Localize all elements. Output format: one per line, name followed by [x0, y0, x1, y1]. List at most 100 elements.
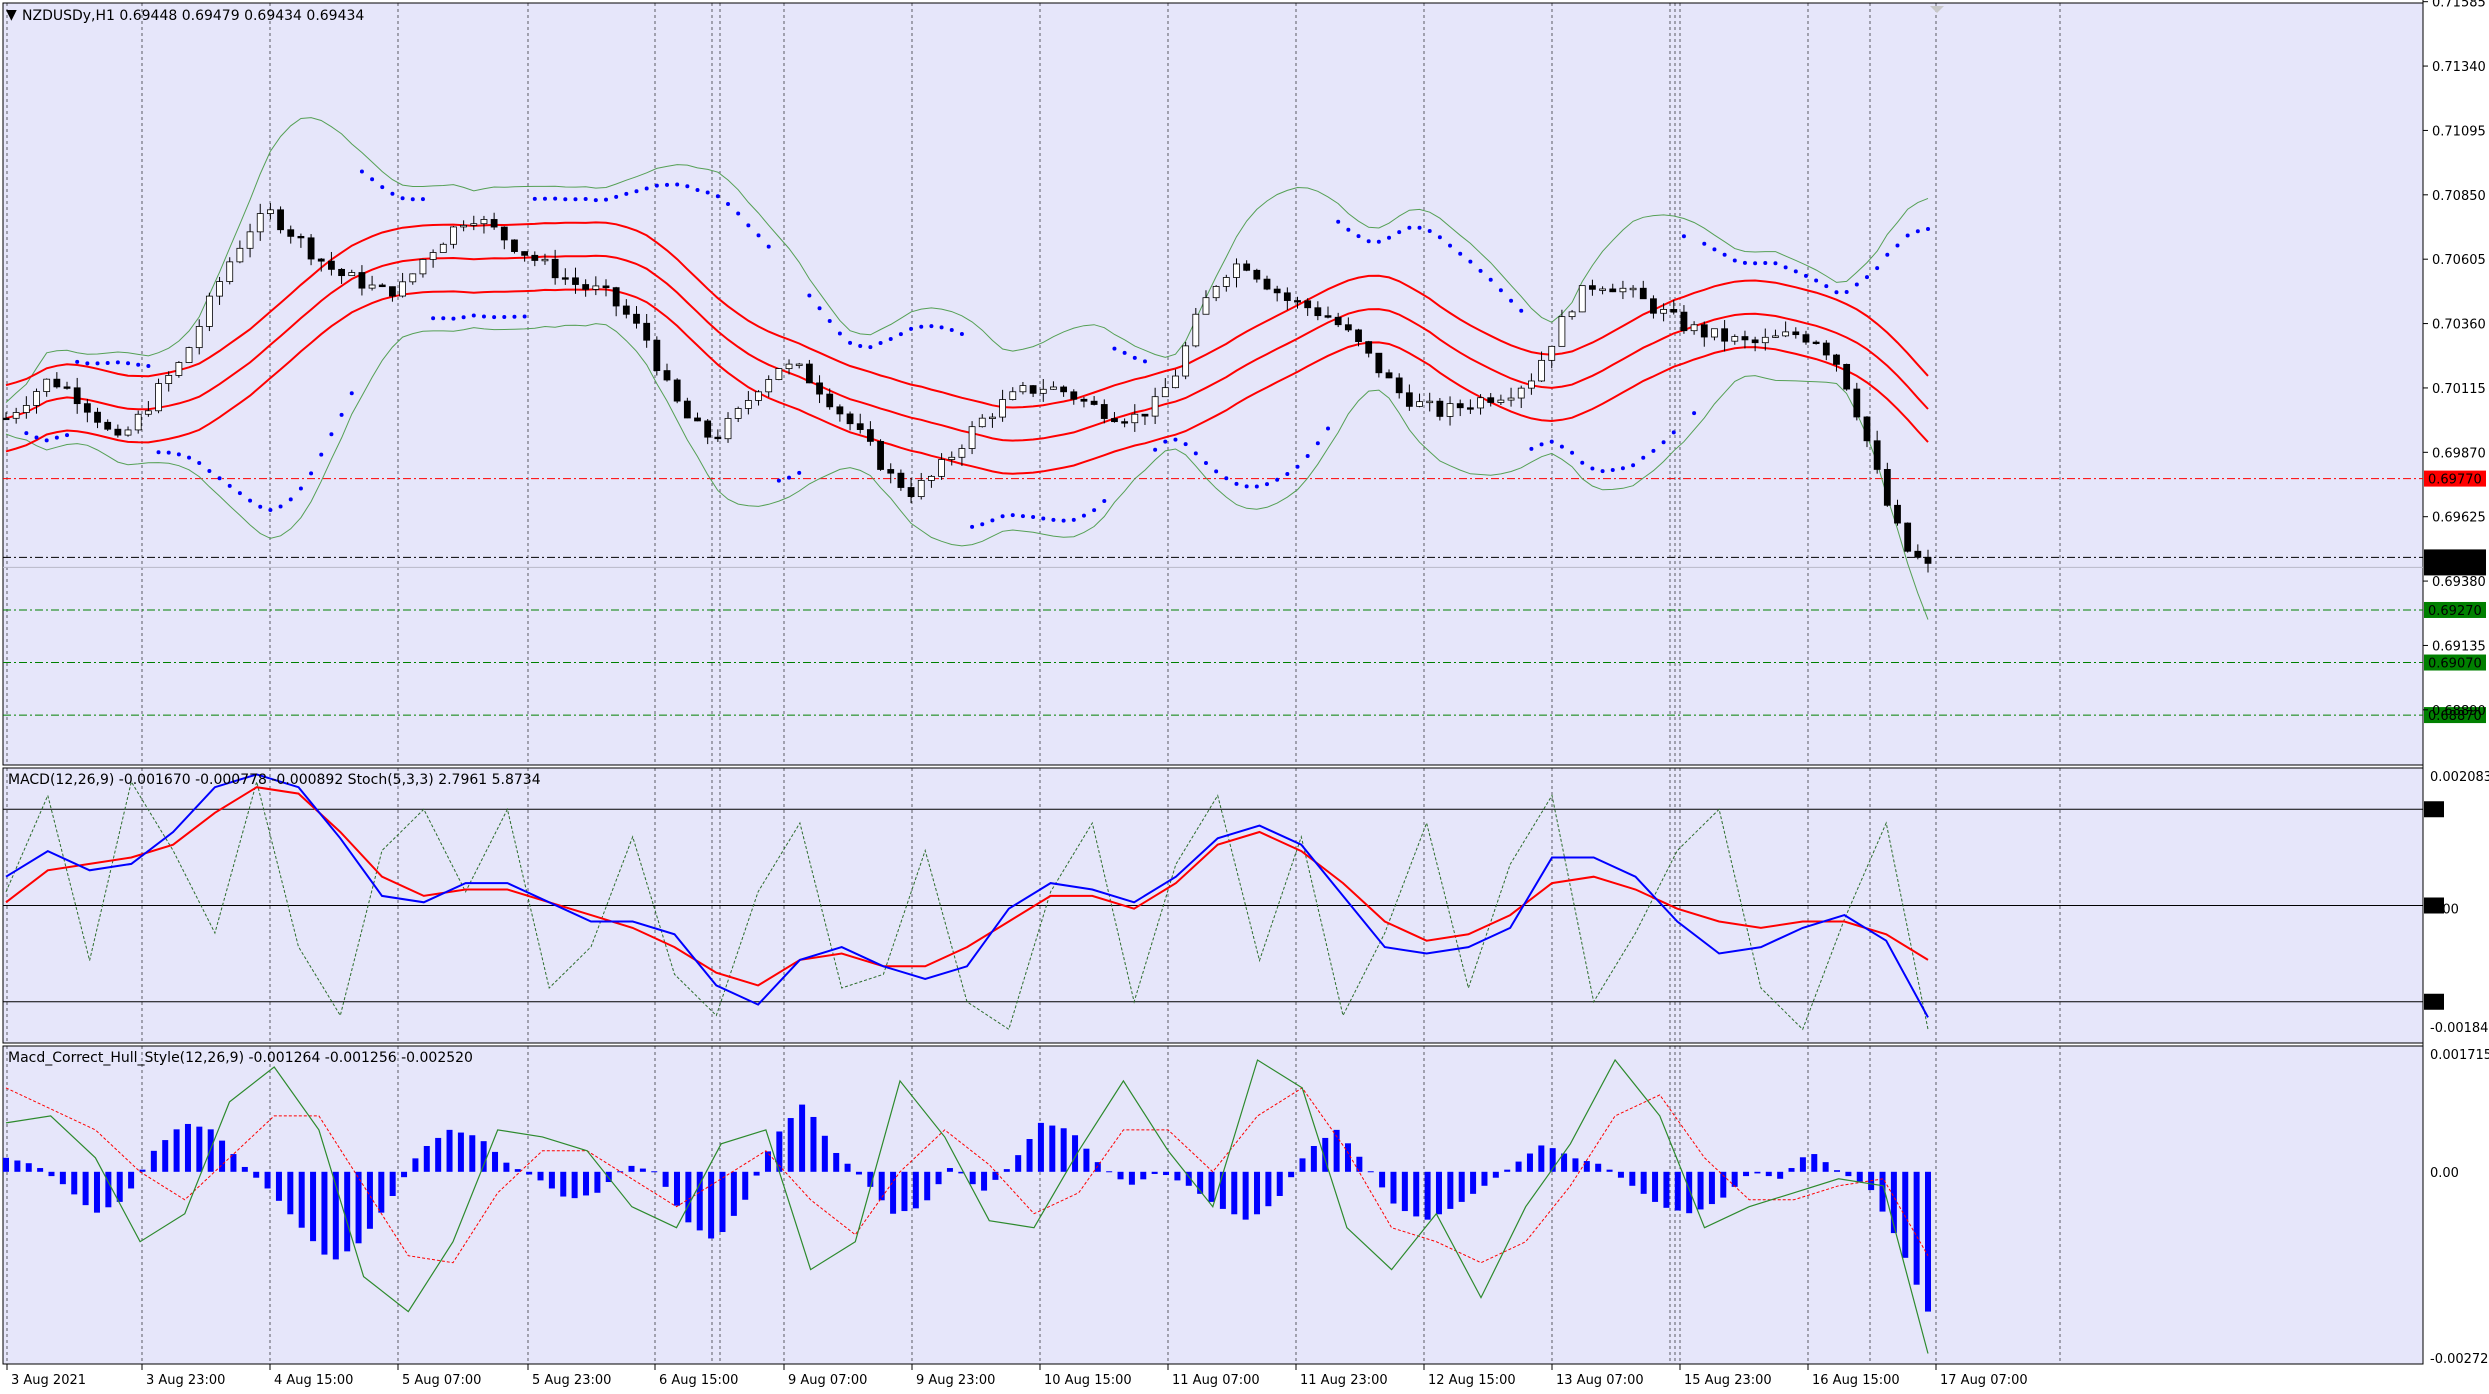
sar-dot [1875, 266, 1880, 271]
hist-bar [321, 1171, 328, 1255]
symbol-dropdown-icon[interactable]: ▼ [6, 7, 17, 23]
sar-dot [1417, 225, 1422, 230]
time-tick-label: 11 Aug 07:00 [1172, 1373, 1260, 1388]
price-tick-label: 0.70605 [2432, 253, 2486, 268]
candle-body [1060, 386, 1068, 393]
sar-dot [868, 345, 873, 350]
hist-bar [1515, 1161, 1522, 1172]
sar-dot [654, 183, 659, 188]
hist-bar [173, 1129, 180, 1172]
hist-bar [93, 1171, 100, 1213]
hist-bar [1481, 1171, 1488, 1186]
candle-body [73, 387, 81, 405]
candle-body [694, 417, 701, 422]
sar-dot [949, 327, 954, 332]
hist-bar [1424, 1171, 1431, 1220]
candle-body [1487, 397, 1495, 403]
hist-bar [1174, 1171, 1181, 1181]
hull-signal-line [5, 1087, 1929, 1264]
hist-bar [1765, 1171, 1772, 1177]
hist-bar [14, 1160, 21, 1172]
sar-dot [370, 177, 375, 182]
sar-dot [502, 315, 507, 320]
hist-bar [719, 1171, 726, 1233]
stoch-level-tag [2424, 897, 2444, 914]
sar-dot [431, 316, 436, 321]
candle-body [409, 273, 417, 283]
sar-dot [1712, 247, 1717, 252]
stoch-level-label: 15 [2426, 996, 2443, 1011]
hist-bar [1640, 1171, 1647, 1194]
hist-bar [1299, 1158, 1306, 1172]
candle-body [1436, 400, 1444, 417]
hist-bar [1731, 1171, 1738, 1187]
candle-body [1233, 263, 1240, 278]
hist-bar [275, 1171, 282, 1201]
candle-body [1324, 315, 1332, 318]
sar-dot [400, 196, 405, 201]
candle-body [195, 326, 203, 349]
scroll-marker-icon[interactable] [1930, 6, 1944, 13]
sar-dot [878, 341, 883, 346]
hist-bar [696, 1171, 703, 1231]
candle-body [1405, 392, 1413, 407]
candle-body [1548, 345, 1556, 361]
hist-bar [514, 1169, 521, 1172]
candle-body [165, 375, 173, 384]
candle-body [358, 272, 366, 289]
candle-body [1711, 328, 1718, 338]
sar-dot [797, 470, 802, 475]
hist-bar [935, 1171, 942, 1185]
candle-body [551, 258, 559, 279]
sar-dot [156, 450, 161, 455]
hist-bar [1652, 1171, 1659, 1202]
candle-body [389, 286, 396, 297]
candle-body [490, 219, 498, 228]
hist-bar [128, 1171, 135, 1189]
sar-dot [837, 331, 842, 336]
candle-body [938, 459, 945, 477]
candle-body [1304, 300, 1312, 309]
hull-axis-label: 0.001715 [2430, 1048, 2489, 1063]
bollinger-upper [5, 117, 1929, 403]
sar-dot [1681, 234, 1686, 239]
hist-bar [1003, 1169, 1010, 1172]
sar-dot [1488, 277, 1493, 282]
hist-bar [435, 1137, 442, 1172]
hist-bar [1390, 1171, 1397, 1204]
candle-body [948, 456, 956, 460]
sar-dot [939, 325, 944, 330]
hist-bar [890, 1171, 897, 1214]
candle-body [12, 412, 20, 419]
price-level-tag [2424, 601, 2486, 618]
candle-body [287, 229, 295, 237]
sar-dot [1702, 241, 1707, 246]
sar-dot [1142, 359, 1147, 364]
hist-bar [48, 1171, 55, 1177]
candle-body [429, 252, 437, 260]
hist-bar [1060, 1128, 1067, 1172]
candle-body [480, 219, 488, 225]
hist-bar [1015, 1155, 1022, 1172]
sar-dot [1112, 346, 1117, 351]
candle-body [1172, 375, 1179, 389]
sar-dot [1692, 411, 1697, 416]
hist-bar [389, 1171, 396, 1196]
macd-axis-label: 0.00 [2430, 903, 2459, 918]
sar-dot [858, 343, 863, 348]
hist-bar [446, 1129, 453, 1172]
hist-bar [1595, 1163, 1602, 1172]
hist-bar [571, 1171, 578, 1199]
candle-body [1314, 307, 1322, 317]
price-tick-label: 0.69870 [2432, 446, 2486, 461]
hist-bar [287, 1171, 294, 1215]
candle-body [277, 209, 284, 231]
hist-bar [1117, 1171, 1124, 1180]
sar-dot [1722, 252, 1727, 257]
candle-body [1517, 387, 1525, 399]
sar-dot [258, 504, 263, 509]
candle-body [155, 383, 162, 412]
hist-bar [662, 1171, 669, 1187]
hist-bar [628, 1165, 635, 1172]
